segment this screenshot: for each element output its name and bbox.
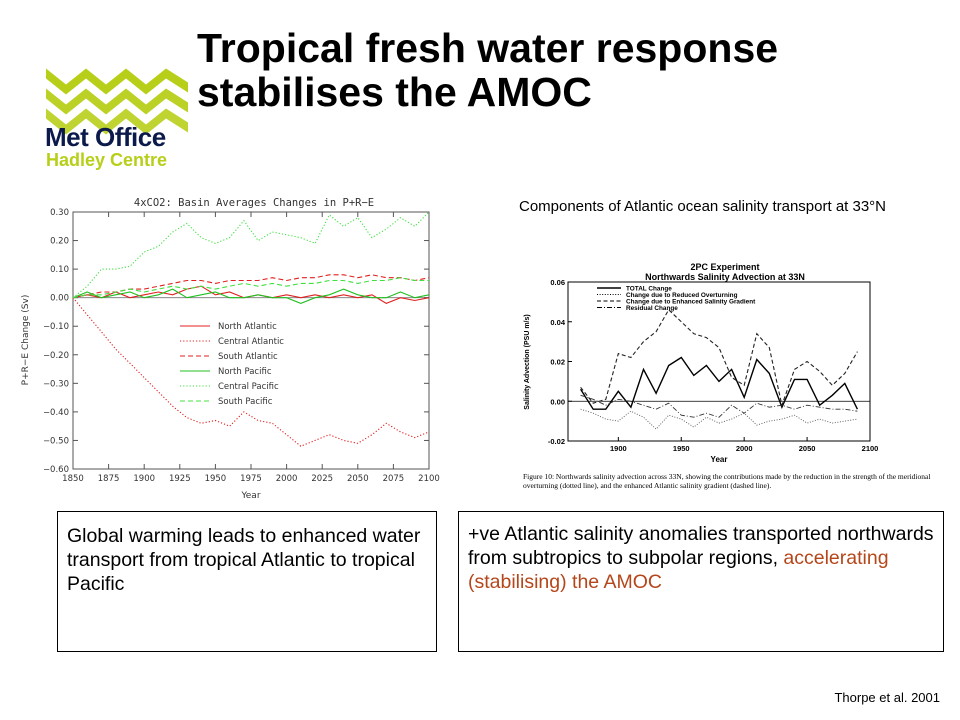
x-tick-label: 1950 — [673, 444, 690, 453]
x-tick-label: 2000 — [276, 474, 298, 484]
left-box-text: Global warming leads to enhanced water t… — [67, 525, 421, 595]
legend-label: Central Pacific — [218, 382, 279, 392]
y-tick-label: 0.00 — [550, 397, 565, 406]
series-line-north-pacific — [72, 288, 430, 304]
series-line-south-pacific — [72, 277, 429, 299]
legend-label: South Pacific — [218, 397, 273, 407]
legend-label: North Atlantic — [218, 322, 277, 332]
x-tick-label: 1875 — [98, 474, 120, 484]
right-text-box: +ve Atlantic salinity anomalies transpor… — [458, 511, 944, 652]
x-tick-label: 2050 — [347, 474, 369, 484]
met-office-logo — [46, 68, 188, 135]
x-tick-label: 2050 — [799, 444, 816, 453]
y-tick-label: −0.40 — [43, 408, 69, 418]
x-tick-label: 2100 — [418, 474, 440, 484]
series-line-change-due-to-enhanced-salinity-gradient — [580, 308, 858, 408]
series-line-total-change — [580, 356, 859, 410]
left-chart-y-label: P+R−E Change (Sv) — [21, 295, 31, 386]
left-chart-title: 4xCO2: Basin Averages Changes in P+R−E — [134, 197, 374, 209]
legend-label: Change due to Enhanced Salinity Gradient — [626, 298, 756, 305]
x-tick-label: 1975 — [240, 474, 262, 484]
x-tick-label: 1850 — [62, 474, 84, 484]
right-chart-caption: Components of Atlantic ocean salinity tr… — [518, 198, 887, 215]
legend-label: TOTAL Change — [626, 285, 672, 292]
y-tick-label: −0.10 — [43, 322, 69, 332]
y-tick-label: 0.02 — [550, 358, 565, 367]
legend-label: South Atlantic — [218, 352, 278, 362]
series-line-change-due-to-reduced-overturning — [580, 408, 858, 430]
y-tick-label: −0.30 — [43, 379, 69, 389]
x-tick-label: 2025 — [311, 474, 333, 484]
y-tick-label: 0.00 — [50, 294, 69, 304]
x-tick-label: 2075 — [383, 474, 405, 484]
y-tick-label: 0.20 — [50, 237, 69, 247]
series-line-residual-change — [580, 394, 858, 418]
y-tick-label: 0.30 — [50, 208, 69, 218]
series-line-central-atlantic — [72, 297, 430, 447]
left-chart-x-label: Year — [240, 491, 260, 501]
legend-label: North Pacific — [218, 367, 272, 377]
x-tick-label: 1925 — [169, 474, 191, 484]
y-tick-label: −0.50 — [43, 436, 69, 446]
x-tick-label: 2000 — [736, 444, 753, 453]
right-chart-figure-caption: Figure 10: Northwards salinity advection… — [523, 472, 931, 490]
logo-wordmark-met-office: Met Office — [45, 122, 166, 152]
right-box-text: +ve Atlantic salinity anomalies transpor… — [468, 523, 934, 569]
legend-label: Central Atlantic — [218, 337, 284, 347]
right-chart-y-label: Salinity Advection (PSU m/s) — [524, 314, 531, 409]
right-chart-x-label: Year — [711, 455, 728, 464]
y-tick-label: −0.20 — [43, 351, 69, 361]
y-tick-label: 0.04 — [550, 318, 565, 327]
citation: Thorpe et al. 2001 — [834, 690, 940, 705]
legend-label: Residual Change — [626, 305, 678, 312]
y-tick-label: 0.06 — [550, 278, 565, 287]
slide-title: Tropical fresh water response stabilises… — [197, 25, 779, 115]
x-tick-label: 1950 — [205, 474, 227, 484]
logo-wordmark-hadley-centre: Hadley Centre — [46, 150, 168, 170]
right-box-accent-text: accelerating (stabilising) the AMOC — [468, 547, 889, 593]
y-tick-label: -0.02 — [548, 437, 565, 446]
right-chart-subtitle: Northwards Salinity Advection at 33N — [645, 272, 805, 282]
legend-label: Change due to Reduced Overturning — [626, 292, 738, 299]
salinity-advection-chart: 2PC Experiment Northwards Salinity Advec… — [505, 258, 935, 510]
y-tick-label: 0.10 — [50, 265, 69, 275]
x-tick-label: 1900 — [610, 444, 627, 453]
x-tick-label: 2100 — [862, 444, 879, 453]
x-tick-label: 1900 — [133, 474, 155, 484]
series-line-central-pacific — [72, 211, 430, 299]
left-text-box: Global warming leads to enhanced water t… — [57, 511, 437, 652]
basin-averages-chart: 4xCO2: Basin Averages Changes in P+R−E −… — [14, 180, 444, 505]
right-chart-title: 2PC Experiment — [690, 262, 759, 272]
y-tick-label: −0.60 — [43, 465, 69, 475]
